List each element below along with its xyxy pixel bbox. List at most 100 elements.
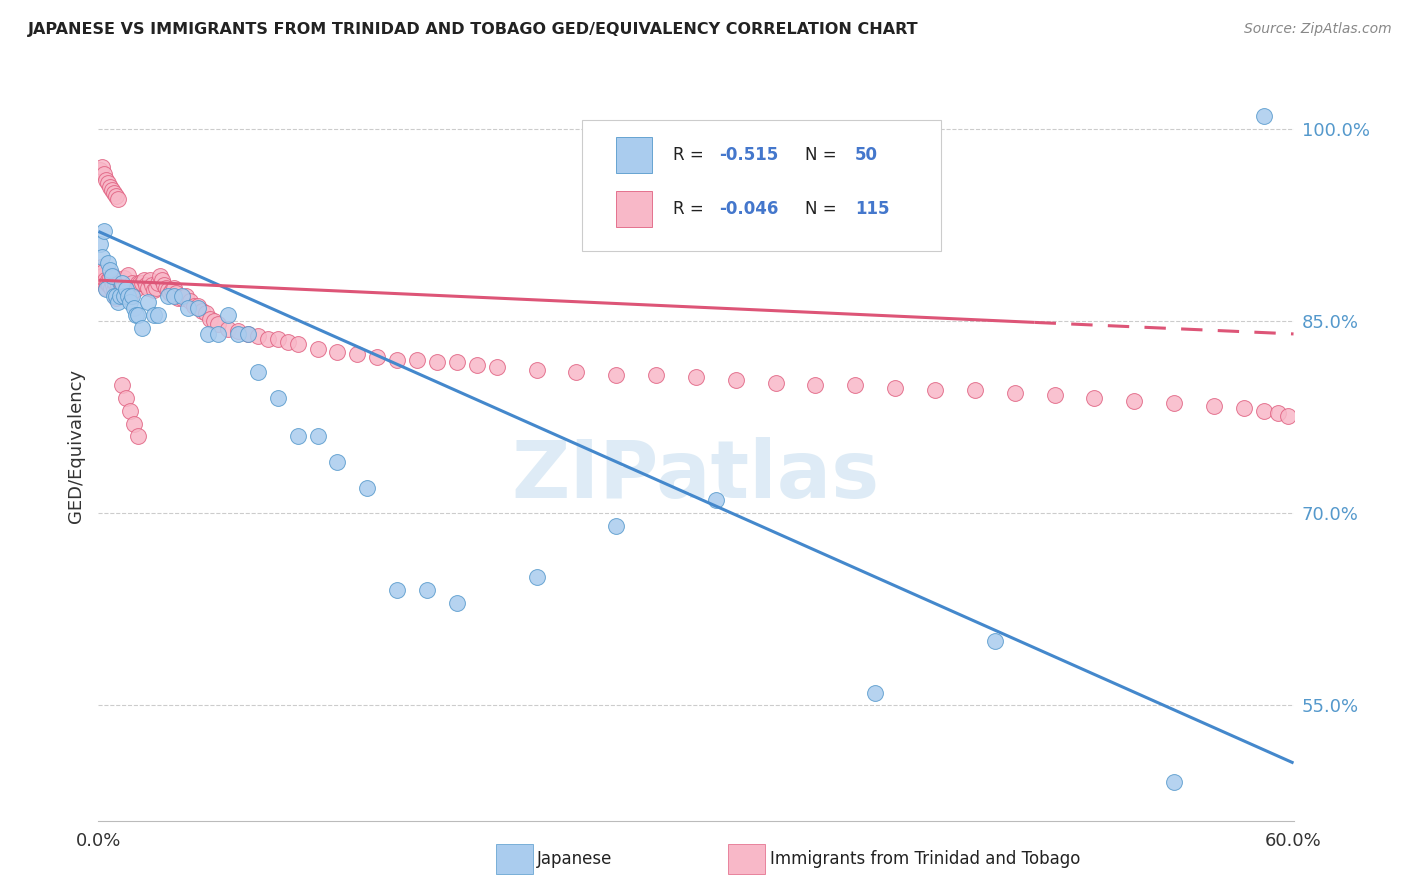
Point bbox=[101, 184, 124, 198]
Point bbox=[97, 273, 120, 287]
Point bbox=[127, 308, 149, 322]
Point bbox=[163, 288, 186, 302]
Point bbox=[174, 288, 197, 302]
Point bbox=[115, 282, 138, 296]
Point bbox=[426, 355, 449, 369]
Point bbox=[307, 429, 329, 443]
Point bbox=[103, 278, 125, 293]
Point bbox=[148, 276, 170, 290]
Point bbox=[89, 263, 111, 277]
Point bbox=[93, 276, 115, 290]
Point bbox=[117, 288, 139, 302]
Point bbox=[153, 278, 176, 293]
Point bbox=[91, 250, 114, 264]
Point bbox=[96, 281, 118, 295]
Point bbox=[136, 294, 159, 309]
Point bbox=[385, 583, 409, 598]
Point bbox=[131, 276, 153, 290]
Point bbox=[326, 455, 349, 469]
Bar bbox=[616, 191, 652, 227]
Text: R =: R = bbox=[673, 200, 709, 219]
Point bbox=[177, 301, 200, 316]
Point bbox=[172, 288, 194, 302]
Point bbox=[1004, 385, 1026, 400]
Point bbox=[125, 282, 148, 296]
Point bbox=[101, 269, 124, 284]
Point bbox=[143, 284, 166, 298]
Text: Immigrants from Trinidad and Tobago: Immigrants from Trinidad and Tobago bbox=[770, 850, 1081, 868]
Text: N =: N = bbox=[804, 200, 842, 219]
Point bbox=[98, 270, 122, 285]
Point bbox=[98, 263, 122, 277]
Point bbox=[605, 368, 627, 382]
Point bbox=[124, 301, 146, 316]
Point bbox=[385, 352, 409, 367]
Point bbox=[1277, 409, 1299, 423]
Point bbox=[1253, 404, 1275, 418]
Point bbox=[366, 350, 388, 364]
Text: ZIPatlas: ZIPatlas bbox=[512, 437, 880, 515]
Point bbox=[236, 326, 259, 341]
Bar bbox=[616, 136, 652, 172]
Point bbox=[267, 391, 290, 405]
Point bbox=[187, 301, 209, 316]
Point bbox=[685, 370, 707, 384]
Point bbox=[446, 596, 468, 610]
Point bbox=[131, 320, 153, 334]
Point bbox=[91, 269, 114, 284]
Point bbox=[120, 294, 142, 309]
Point bbox=[267, 332, 290, 346]
Point bbox=[1202, 399, 1225, 413]
Point bbox=[217, 322, 239, 336]
Point bbox=[526, 570, 548, 584]
Point bbox=[163, 281, 186, 295]
Point bbox=[724, 373, 747, 387]
Text: N =: N = bbox=[804, 145, 842, 163]
Text: R =: R = bbox=[673, 145, 709, 163]
Point bbox=[704, 493, 727, 508]
Point bbox=[135, 278, 157, 293]
Point bbox=[1163, 775, 1185, 789]
Point bbox=[100, 281, 122, 295]
Point bbox=[207, 317, 229, 331]
Point bbox=[98, 278, 121, 293]
Point bbox=[115, 391, 138, 405]
Point bbox=[1163, 396, 1185, 410]
Point bbox=[183, 299, 205, 313]
Point bbox=[246, 365, 269, 379]
Point bbox=[115, 281, 138, 295]
Point bbox=[326, 344, 349, 359]
Point bbox=[984, 634, 1007, 648]
Point bbox=[416, 583, 439, 598]
Point bbox=[157, 288, 180, 302]
Text: 115: 115 bbox=[855, 200, 890, 219]
Point bbox=[1253, 109, 1275, 123]
Point bbox=[148, 308, 170, 322]
Point bbox=[90, 260, 112, 275]
Point bbox=[134, 273, 156, 287]
Point bbox=[287, 337, 309, 351]
Point bbox=[155, 281, 177, 295]
Point bbox=[565, 365, 588, 379]
Point bbox=[97, 256, 120, 270]
Point bbox=[446, 355, 468, 369]
Point bbox=[103, 186, 125, 200]
Point bbox=[121, 288, 143, 302]
Point bbox=[97, 176, 120, 190]
Point bbox=[217, 308, 239, 322]
Point bbox=[197, 326, 219, 341]
Point bbox=[124, 284, 146, 298]
Point bbox=[111, 281, 134, 295]
Point bbox=[195, 306, 218, 320]
Point bbox=[112, 270, 135, 285]
Text: 50: 50 bbox=[855, 145, 877, 163]
Point bbox=[1123, 393, 1146, 408]
Point bbox=[107, 294, 129, 309]
Point bbox=[287, 429, 309, 443]
Text: Source: ZipAtlas.com: Source: ZipAtlas.com bbox=[1244, 22, 1392, 37]
Point bbox=[127, 276, 149, 290]
Point bbox=[765, 376, 787, 390]
Point bbox=[120, 404, 142, 418]
Point bbox=[605, 519, 627, 533]
Point bbox=[198, 311, 221, 326]
